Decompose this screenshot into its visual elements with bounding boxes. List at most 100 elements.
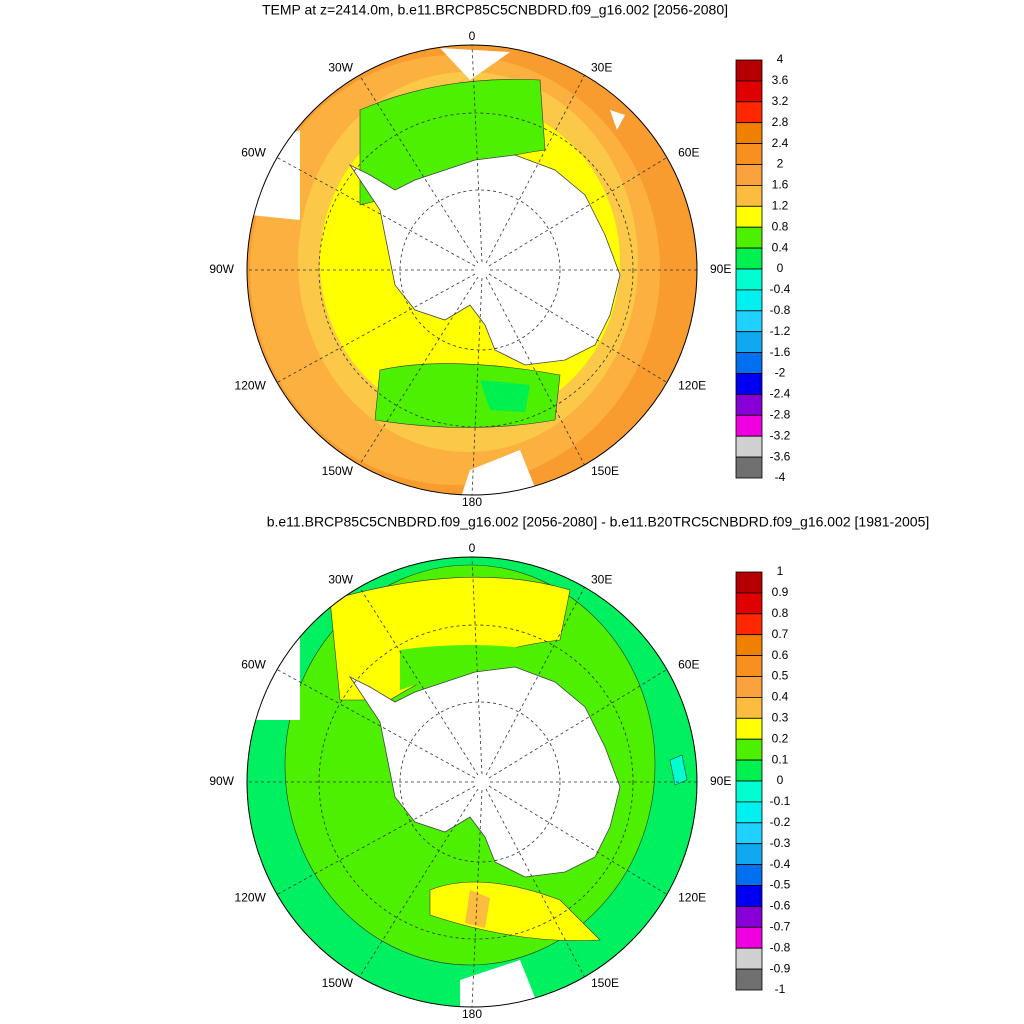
colorbar-label: 0.5 xyxy=(772,669,789,683)
colorbar-box xyxy=(735,759,763,782)
colorbar-label: 2.4 xyxy=(772,136,789,150)
colorbar-label: -0.8 xyxy=(770,940,791,954)
lon-label: 150W xyxy=(322,464,354,478)
lon-label: 60E xyxy=(678,146,699,160)
meridian xyxy=(488,669,668,779)
lon-label: 30E xyxy=(591,572,612,586)
map-border xyxy=(246,44,698,496)
colorbar-box xyxy=(735,676,763,698)
colorbar-box xyxy=(735,122,763,144)
colorbar-box xyxy=(735,289,763,312)
colorbar-box xyxy=(735,717,763,740)
meridian xyxy=(485,788,585,978)
colorbar-label: 3.6 xyxy=(772,73,789,87)
colorbar-label: -0.8 xyxy=(770,303,791,317)
lon-label: 0 xyxy=(469,541,476,555)
colorbar-label: 0.6 xyxy=(772,648,789,662)
meridian xyxy=(471,789,483,1008)
map-fill xyxy=(247,45,697,495)
colorbar-label: -2.4 xyxy=(770,387,791,401)
colorbar-label: -0.3 xyxy=(770,836,791,850)
colorbar-label: 0.1 xyxy=(772,752,789,766)
meridian xyxy=(471,44,483,263)
colorbar-box xyxy=(735,414,763,437)
colorbar-box xyxy=(735,634,763,657)
colorbar-box xyxy=(735,435,763,458)
colorbar-label: 0.7 xyxy=(772,627,789,641)
colorbar-label: -0.6 xyxy=(770,899,791,913)
colorbar-label: -1 xyxy=(775,982,786,996)
colorbar-box xyxy=(735,968,763,991)
colorbar-box xyxy=(735,822,763,845)
colorbar-label: 1.6 xyxy=(772,178,789,192)
colorbar-box xyxy=(735,59,763,82)
colorbar-box xyxy=(735,205,763,228)
colorbar-box xyxy=(735,331,763,354)
colorbar-label: -2 xyxy=(775,366,786,380)
lon-label: 0 xyxy=(469,29,476,43)
colorbar-box xyxy=(735,393,763,416)
colorbar-box xyxy=(735,226,763,249)
meridian xyxy=(276,157,476,267)
colorbar-box xyxy=(735,268,763,291)
lon-label: 120E xyxy=(678,891,706,905)
colorbar-label: 0.4 xyxy=(772,240,789,254)
colorbar-box xyxy=(735,164,763,186)
meridian xyxy=(276,785,476,895)
meridian xyxy=(488,785,668,895)
colorbar-box xyxy=(735,947,763,970)
colorbar-label: -0.1 xyxy=(770,794,791,808)
colorbar-label: -0.4 xyxy=(770,857,791,871)
colorbar-label: -1.6 xyxy=(770,345,791,359)
colorbar-label: 1 xyxy=(777,564,784,578)
colorbar-label: 0.8 xyxy=(772,606,789,620)
panel-title: TEMP at z=2414.0m, b.e11.BRCP85C5CNBDRD.… xyxy=(262,2,728,18)
lon-label: 120W xyxy=(235,891,267,905)
colorbar-label: -0.5 xyxy=(770,878,791,892)
colorbar-box xyxy=(735,613,763,636)
colorbar-box xyxy=(735,80,763,103)
colorbar-label: 0 xyxy=(777,261,784,275)
lon-label: 120W xyxy=(235,379,267,393)
colorbar-box xyxy=(735,352,763,374)
colorbar-box xyxy=(735,571,763,594)
colorbar-label: 1.2 xyxy=(772,198,789,212)
meridian xyxy=(471,556,483,775)
lon-label: 180 xyxy=(462,495,482,509)
meridian xyxy=(485,276,585,466)
colorbar-box xyxy=(735,143,763,165)
colorbar-label: -4 xyxy=(775,470,786,484)
meridian xyxy=(488,273,668,383)
lon-label: 60W xyxy=(241,658,266,672)
lon-label: 90W xyxy=(209,774,234,788)
lon-label: 90W xyxy=(209,262,234,276)
colorbar-box xyxy=(735,780,763,803)
colorbar-label: -3.2 xyxy=(770,428,791,442)
colorbar-label: -0.7 xyxy=(770,919,791,933)
colorbar-box xyxy=(735,697,763,719)
colorbar-label: 0.4 xyxy=(772,690,789,704)
colorbar-label: 2 xyxy=(777,157,784,171)
colorbar-label: -0.4 xyxy=(770,282,791,296)
lon-label: 60E xyxy=(678,658,699,672)
meridian xyxy=(485,74,585,264)
meridian xyxy=(359,276,479,466)
lon-label: 30W xyxy=(328,572,353,586)
colorbar-label: 0.8 xyxy=(772,219,789,233)
colorbar-box xyxy=(735,864,763,886)
graticule xyxy=(247,44,697,1008)
colorbar-box xyxy=(735,247,763,270)
meridian xyxy=(359,74,479,264)
colorbar-box xyxy=(735,310,763,333)
lon-label: 90E xyxy=(710,774,731,788)
colorbar-box xyxy=(735,592,763,615)
lon-label: 150E xyxy=(591,976,619,990)
lon-label: 120E xyxy=(678,379,706,393)
colorbar-label: -3.6 xyxy=(770,449,791,463)
meridian xyxy=(485,586,585,776)
meridian xyxy=(276,273,476,383)
map-border xyxy=(246,556,698,1008)
colorbar-box xyxy=(735,926,763,949)
colorbar-box xyxy=(735,801,763,824)
colorbar-label: 0.9 xyxy=(772,585,789,599)
